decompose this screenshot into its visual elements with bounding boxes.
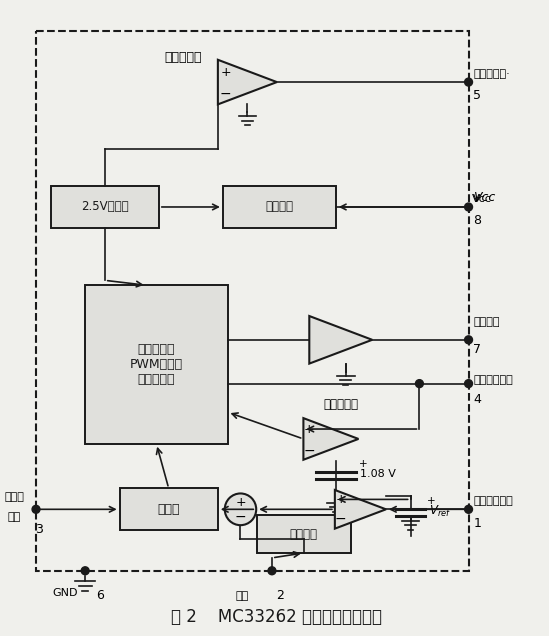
Bar [51, 186, 159, 228]
Circle shape [268, 567, 276, 575]
Polygon shape [304, 418, 358, 460]
Text: 乘法器: 乘法器 [4, 492, 24, 502]
Text: −: − [234, 510, 247, 524]
Text: +: + [304, 422, 315, 436]
Polygon shape [218, 60, 277, 104]
Bar [223, 186, 336, 228]
Text: GND: GND [53, 588, 79, 598]
Circle shape [464, 203, 473, 211]
Text: 7: 7 [473, 343, 481, 356]
Text: 2.5V参考源: 2.5V参考源 [81, 200, 128, 214]
Text: −: − [335, 512, 346, 526]
Text: 零电流检测·: 零电流检测· [473, 69, 510, 79]
Text: 6: 6 [96, 589, 104, 602]
Bar [36, 31, 468, 570]
Text: 5: 5 [473, 90, 481, 102]
Text: 4: 4 [473, 393, 481, 406]
Text: 2: 2 [276, 589, 284, 602]
Text: Vcc: Vcc [473, 191, 496, 204]
Text: 过压比较器: 过压比较器 [323, 398, 358, 411]
Text: 输入: 输入 [8, 512, 21, 522]
Circle shape [464, 380, 473, 387]
Text: 驱动输出: 驱动输出 [473, 317, 500, 327]
Circle shape [32, 506, 40, 513]
Text: 乘法器: 乘法器 [158, 503, 180, 516]
Bar [257, 515, 351, 553]
Text: 3: 3 [35, 523, 43, 536]
Text: 补偿: 补偿 [236, 591, 249, 600]
Text: V⁣⁣: V⁣⁣ [473, 194, 481, 204]
Text: 乘法器锁存
PWM定时器
及逻辑电路: 乘法器锁存 PWM定时器 及逻辑电路 [130, 343, 183, 386]
Text: 零电流检测: 零电流检测 [165, 51, 202, 64]
Text: −: − [220, 87, 232, 101]
Text: +: + [221, 66, 231, 79]
Text: 快速启动: 快速启动 [290, 528, 318, 541]
Text: 电压反馈输入: 电压反馈输入 [473, 496, 513, 506]
Text: 图 2    MC33262 内部简化功能框图: 图 2 MC33262 内部简化功能框图 [171, 609, 382, 626]
Text: 欠压闭锁: 欠压闭锁 [265, 200, 293, 214]
Text: 1: 1 [473, 516, 481, 530]
Circle shape [81, 567, 89, 575]
Text: +: + [358, 459, 367, 469]
Circle shape [464, 336, 473, 344]
Text: 1.08 V: 1.08 V [361, 469, 396, 479]
Polygon shape [309, 316, 372, 364]
Text: −: − [304, 444, 315, 458]
Circle shape [464, 506, 473, 513]
Bar [120, 488, 218, 530]
Text: +: + [235, 496, 246, 509]
Text: Vcc: Vcc [472, 194, 491, 204]
Text: $V_{ref}$: $V_{ref}$ [429, 504, 452, 519]
Circle shape [416, 380, 423, 387]
Text: 电流反馈输入: 电流反馈输入 [473, 375, 513, 385]
Bar [85, 286, 228, 444]
Polygon shape [335, 490, 386, 529]
Text: +: + [427, 496, 436, 506]
Circle shape [225, 494, 256, 525]
Text: +: + [335, 493, 346, 506]
Circle shape [464, 78, 473, 86]
Text: 8: 8 [473, 214, 481, 227]
